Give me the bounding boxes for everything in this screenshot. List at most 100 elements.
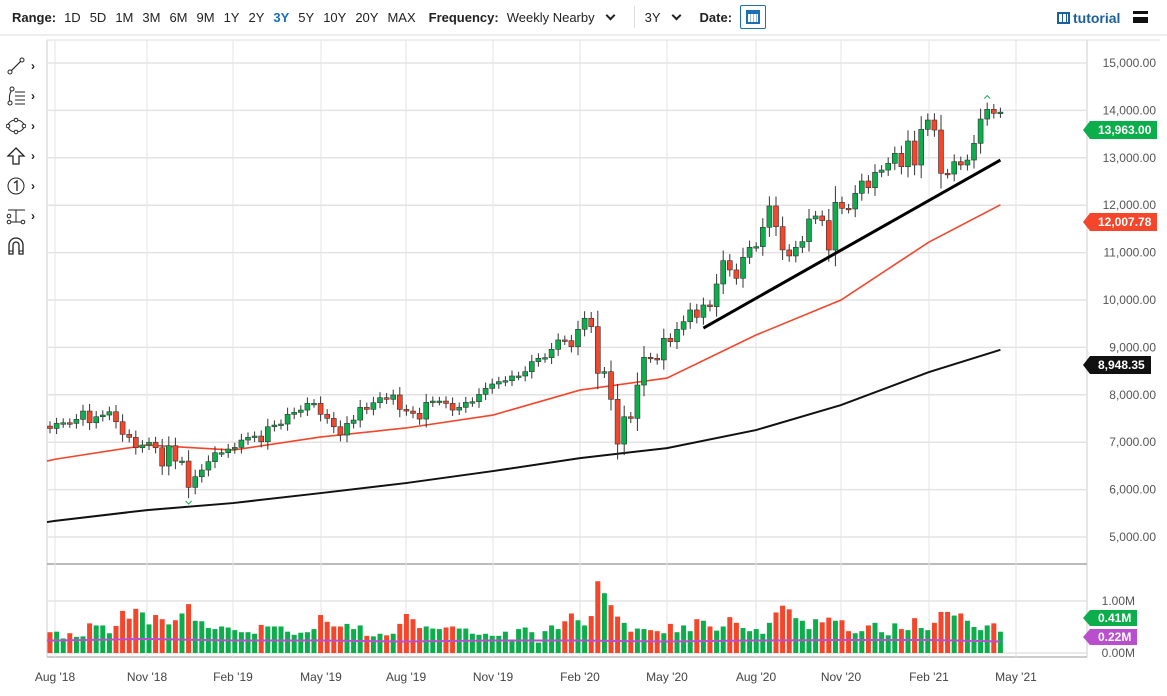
y-tick-label: 7,000.00 — [1109, 435, 1156, 449]
volume-bar — [885, 635, 891, 653]
candle-body — [251, 435, 258, 438]
candle — [502, 376, 509, 387]
range-button-5d[interactable]: 5D — [89, 9, 107, 25]
candle — [740, 247, 746, 288]
y-tick-label: 8,000.00 — [1109, 388, 1156, 402]
candle — [641, 346, 647, 397]
measure-tool[interactable]: › — [6, 204, 44, 228]
candle — [264, 418, 271, 450]
candle — [159, 438, 165, 475]
volume-bar — [489, 635, 495, 653]
candle — [232, 442, 238, 454]
volume-bar — [628, 631, 634, 653]
candle-body — [225, 448, 231, 454]
candle-body — [535, 358, 542, 362]
candle-body — [957, 161, 964, 166]
volume-bar — [133, 608, 139, 653]
candle — [337, 420, 344, 442]
candle — [944, 168, 951, 179]
range-button-3y[interactable]: 3Y — [273, 9, 290, 25]
range-button-max[interactable]: MAX — [387, 9, 416, 25]
x-tick-label: Nov '19 — [473, 670, 514, 684]
volume-bar — [542, 631, 548, 653]
range-button-9m[interactable]: 9M — [196, 9, 215, 25]
volume-bar — [707, 626, 713, 653]
range-button-5y[interactable]: 5Y — [298, 9, 315, 25]
candle-body — [423, 402, 430, 420]
candle — [324, 409, 331, 424]
candle — [594, 310, 601, 390]
y-tick-label: 6,000.00 — [1109, 483, 1156, 497]
volume-bar — [357, 625, 363, 653]
range-button-20y[interactable]: 20Y — [355, 9, 379, 25]
volume-bar — [601, 593, 607, 653]
candle-body — [542, 357, 548, 360]
candle — [238, 433, 245, 454]
frequency-dropdown[interactable]: Weekly Nearby — [507, 10, 624, 25]
date-picker-button[interactable] — [740, 5, 767, 29]
candle — [687, 302, 694, 329]
volume-bar — [945, 611, 951, 653]
numbered-marker-tool[interactable]: › — [6, 174, 44, 198]
candle-body — [687, 309, 694, 322]
candle-body — [924, 119, 931, 130]
candle — [403, 404, 410, 416]
range-button-1y[interactable]: 1Y — [223, 9, 240, 25]
period-dropdown[interactable]: 3Y — [645, 10, 690, 25]
candle — [792, 240, 799, 263]
shapes-tool[interactable]: › — [6, 114, 44, 138]
trend-line-tool[interactable]: › — [6, 54, 44, 78]
candle — [166, 436, 172, 476]
candle-body — [779, 226, 786, 251]
volume-bar — [747, 631, 753, 653]
candle-body — [799, 241, 806, 248]
candle — [812, 210, 819, 224]
candle — [561, 335, 568, 346]
volume-bar — [252, 633, 258, 653]
candle-body — [872, 172, 878, 189]
range-button-1m[interactable]: 1M — [115, 9, 134, 25]
candle-body — [647, 357, 654, 360]
candle — [528, 354, 535, 379]
range-button-3m[interactable]: 3M — [142, 9, 161, 25]
volume-tick-label: 0.00M — [1102, 646, 1135, 660]
chevron-right-icon: › — [31, 209, 35, 223]
magnet-tool[interactable] — [6, 234, 44, 258]
volume-bar — [819, 622, 825, 653]
candle-body — [291, 412, 298, 415]
candle — [568, 334, 575, 353]
volume-bar — [285, 631, 291, 653]
candle — [693, 303, 700, 324]
volume-bar — [839, 620, 845, 653]
arrow-tool[interactable]: › — [6, 144, 44, 168]
y-tick-label: 11,000.00 — [1104, 246, 1157, 260]
hamburger-menu-icon[interactable] — [1133, 11, 1148, 23]
fibonacci-tool[interactable]: › — [6, 84, 44, 108]
candle — [647, 352, 654, 363]
volume-bar — [846, 631, 852, 653]
candle-body — [205, 461, 212, 471]
volume-bar — [390, 633, 396, 653]
candle — [885, 157, 892, 176]
candle-body — [179, 460, 185, 463]
volume-bar — [450, 626, 456, 653]
range-button-1d[interactable]: 1D — [64, 9, 81, 25]
period-value: 3Y — [644, 9, 661, 25]
chevron-right-icon: › — [31, 89, 35, 103]
x-tick-label: Nov '18 — [127, 670, 168, 684]
candle — [317, 396, 324, 422]
volume-bar — [192, 620, 198, 653]
volume-bar — [384, 635, 390, 653]
candle — [350, 414, 357, 429]
range-button-2y[interactable]: 2Y — [248, 9, 265, 25]
candle-body — [363, 407, 370, 410]
range-button-6m[interactable]: 6M — [169, 9, 188, 25]
candle — [977, 108, 984, 154]
candle — [133, 430, 139, 455]
tutorial-link[interactable]: tutorial — [1057, 10, 1120, 26]
candle-body — [297, 409, 304, 413]
range-button-10y[interactable]: 10Y — [323, 9, 347, 25]
volume-bar — [344, 623, 350, 653]
candle-body — [80, 410, 86, 420]
